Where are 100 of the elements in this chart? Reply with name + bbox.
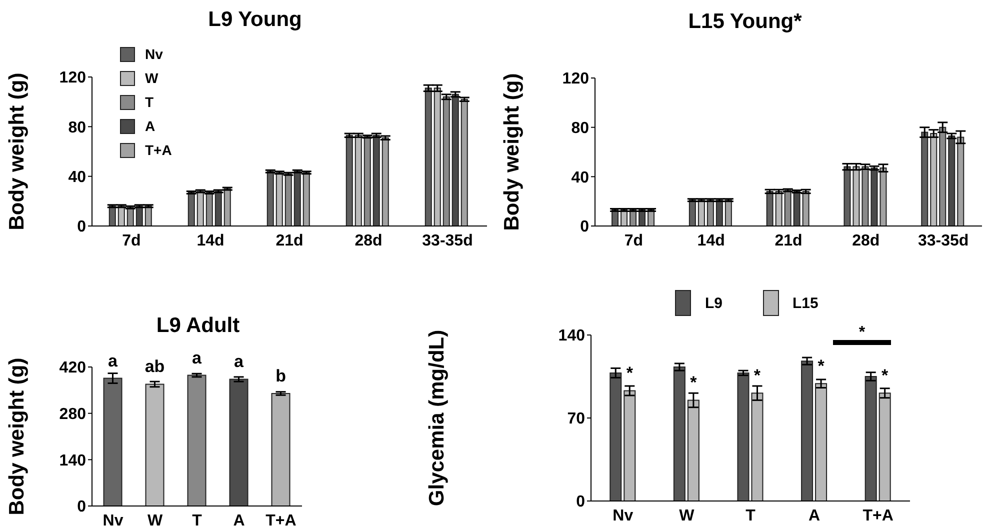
significance-bracket: * (833, 326, 891, 345)
chart-title: L9 Adult (155, 314, 241, 338)
bar (862, 166, 869, 226)
x-tick-label: Nv (612, 507, 634, 524)
data-label: a (108, 351, 118, 370)
bar (878, 392, 891, 501)
bar (206, 192, 213, 226)
y-tick-label: 40 (68, 169, 86, 186)
bar (688, 200, 696, 226)
x-tick-label: 33-35d (918, 232, 969, 250)
legend-label: L9 (705, 294, 723, 312)
bar (346, 134, 353, 226)
bar (939, 126, 946, 226)
y-tick-label: 280 (59, 406, 86, 424)
y-axis-title: Body weight (g) (6, 358, 29, 516)
data-label: * (626, 364, 634, 383)
x-tick-label: A (808, 507, 821, 524)
bar (364, 136, 371, 226)
data-label: a (234, 352, 244, 372)
bar (716, 200, 723, 226)
bar (434, 88, 441, 226)
data-label: a (192, 348, 202, 368)
y-tick-label: 0 (580, 218, 590, 236)
y-tick-label: 140 (558, 328, 586, 345)
y-tick-label: 80 (68, 119, 86, 136)
legend-label: Nv (145, 46, 163, 62)
bar (737, 372, 750, 501)
x-tick-label: W (679, 507, 696, 524)
bar (724, 200, 732, 226)
x-tick-label: Nv (102, 512, 124, 528)
chart-title: L15 Young* (687, 10, 803, 34)
y-axis-title: Glycemia (mg/dL) (426, 330, 449, 506)
data-label: b (276, 366, 286, 386)
bar (802, 190, 810, 226)
x-tick-label: T+A (266, 512, 297, 528)
bar (864, 376, 877, 501)
x-tick-label: 7d (122, 232, 141, 250)
data-label: * (818, 356, 825, 376)
bar (424, 88, 432, 226)
x-tick-label: A (233, 512, 246, 528)
bar (136, 206, 143, 226)
bar (698, 200, 705, 226)
bar (673, 366, 686, 501)
y-tick-label: 0 (77, 218, 86, 236)
bar (610, 372, 622, 501)
y-tick-label: 70 (567, 410, 586, 428)
x-tick-label: 14d (697, 232, 725, 250)
bar (103, 378, 122, 506)
bar (687, 400, 700, 501)
y-axis-title: Body weight (g) (6, 72, 29, 230)
y-tick-label: 120 (59, 70, 86, 87)
data-label: ab (144, 357, 165, 376)
bar (382, 137, 389, 226)
bar (880, 168, 887, 226)
data-label: * (882, 366, 889, 386)
y-tick-label: 140 (59, 452, 86, 470)
bar (145, 384, 164, 506)
bar (196, 190, 204, 226)
x-tick-label: 14d (196, 232, 224, 250)
bar (188, 192, 195, 226)
bar (948, 135, 956, 226)
x-tick-label: W (147, 512, 164, 528)
bar (852, 166, 860, 226)
x-tick-label: T (192, 512, 202, 528)
bar (229, 378, 248, 506)
bar (302, 172, 310, 226)
x-tick-label: 33-35d (422, 232, 473, 250)
bar (187, 374, 206, 506)
bar (372, 134, 380, 226)
bar (766, 190, 774, 226)
legend-label: L15 (792, 294, 818, 312)
x-tick-label: 21d (774, 232, 802, 250)
bar (266, 170, 274, 226)
bar (214, 190, 222, 226)
data-label: * (754, 366, 761, 386)
bar (706, 200, 714, 226)
bar (460, 98, 468, 226)
y-tick-label: 40 (571, 169, 590, 186)
chart-title: L9 Young (207, 8, 303, 32)
bar (751, 392, 764, 501)
x-tick-label: 21d (276, 232, 304, 250)
annotation: * (858, 324, 866, 341)
legend-label: A (145, 118, 156, 134)
bar (801, 360, 814, 501)
bar (957, 136, 964, 226)
x-tick-label: 28d (354, 232, 382, 250)
y-tick-label: 0 (576, 494, 586, 511)
legend-label: T+A (145, 142, 172, 158)
x-tick-label: 7d (624, 232, 644, 250)
bar (276, 172, 283, 226)
bar (793, 190, 800, 226)
bar (784, 190, 792, 226)
legend-label: W (145, 70, 158, 86)
y-axis-title: Body weight (g) (500, 73, 524, 231)
bar (775, 190, 782, 226)
y-tick-label: 120 (562, 70, 590, 88)
bar (452, 94, 459, 226)
data-label: * (690, 373, 698, 392)
bar (108, 206, 116, 226)
legend-label: T (145, 94, 154, 110)
